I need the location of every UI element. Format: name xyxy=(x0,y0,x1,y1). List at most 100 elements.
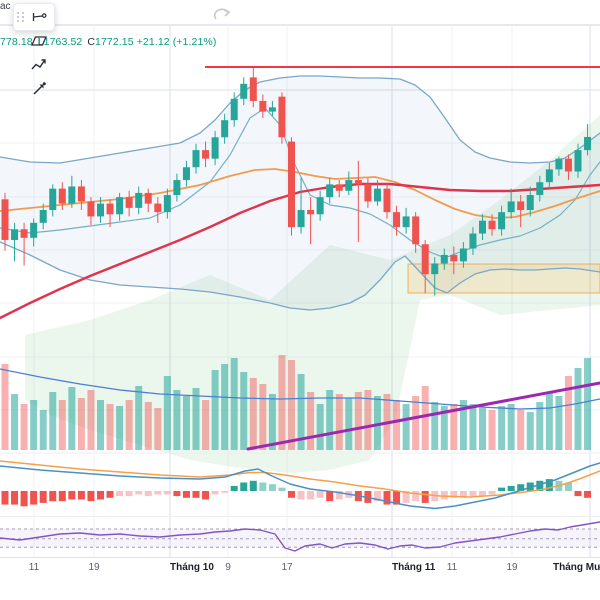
macd-histogram-bar xyxy=(240,482,248,491)
time-axis-label: Tháng 10 xyxy=(170,562,214,573)
candle xyxy=(240,83,248,99)
candle xyxy=(555,158,563,170)
redo-button[interactable] xyxy=(213,6,233,24)
volume-bar xyxy=(116,406,124,450)
time-axis-label: 11 xyxy=(446,562,458,573)
volume-bar xyxy=(431,402,439,450)
horizontal-ray-tool[interactable] xyxy=(26,5,52,29)
polyline-tool[interactable] xyxy=(26,53,52,77)
volume-bar xyxy=(173,390,181,450)
volume-bar xyxy=(30,400,38,450)
ohlc-legend: 778.18 L1763.52 C1772.15 +21.12 (+1.21%) xyxy=(0,36,216,48)
volume-bar xyxy=(307,392,315,450)
time-axis-label: 17 xyxy=(281,562,293,573)
candle xyxy=(163,195,171,213)
macd-histogram-bar xyxy=(574,491,582,497)
candle xyxy=(316,197,324,215)
macd-histogram-bar xyxy=(584,491,592,498)
volume-bar xyxy=(469,404,477,450)
candle xyxy=(440,254,448,264)
macd-histogram-bar xyxy=(421,491,429,503)
time-axis[interactable]: 11 19 Tháng 10 9 17 Tháng 11 11 19 Tháng Mười Ha… xyxy=(0,557,600,600)
macd-histogram-bar xyxy=(479,491,486,497)
time-axis-label: Tháng Mười Hai xyxy=(553,562,600,573)
candle xyxy=(402,216,410,228)
candle xyxy=(1,199,9,240)
macd-histogram-bar xyxy=(211,491,219,495)
volume-bar xyxy=(498,406,506,450)
volume-bar xyxy=(202,400,210,450)
volume-bar xyxy=(479,408,486,450)
volume-bar xyxy=(20,404,28,450)
candle xyxy=(144,192,152,204)
macd-histogram-bar xyxy=(30,491,38,505)
candle xyxy=(498,212,506,230)
legend-value: +21.12 (+1.21%) xyxy=(133,36,217,48)
macd-histogram-bar xyxy=(154,491,162,495)
toolbar-drag-handle[interactable] xyxy=(16,9,26,25)
volume-bar xyxy=(526,412,534,450)
candle xyxy=(87,201,95,217)
candle xyxy=(574,150,582,172)
volume-bar xyxy=(297,374,305,450)
candle xyxy=(383,188,391,213)
volume-bar xyxy=(68,387,76,450)
candle xyxy=(249,77,257,101)
candlesticks xyxy=(1,66,592,296)
macd-histogram-bar xyxy=(221,491,229,493)
time-axis-label: 19 xyxy=(506,562,518,573)
macd-histogram-bar xyxy=(87,491,95,502)
candle xyxy=(58,188,66,204)
volume-bar xyxy=(364,390,372,450)
macd-histogram-bar xyxy=(450,491,458,498)
candle xyxy=(211,137,219,159)
macd-histogram-bar xyxy=(278,487,286,491)
macd-histogram-bar xyxy=(249,480,257,491)
volume-bar xyxy=(87,390,95,450)
macd-histogram-bar xyxy=(230,485,238,491)
legend-value: 1763.52 xyxy=(43,36,83,48)
volume-bar xyxy=(135,386,143,450)
macd-histogram-bar xyxy=(564,482,572,491)
candle xyxy=(459,248,467,262)
volume-bar xyxy=(288,360,295,450)
macd-histogram-bar xyxy=(393,491,401,505)
macd-histogram-bar xyxy=(307,491,315,500)
volume-bar xyxy=(450,404,458,450)
macd-histogram-bar xyxy=(182,491,190,498)
time-axis-label: 11 xyxy=(28,562,40,573)
candle xyxy=(421,244,429,275)
volume-bar xyxy=(412,396,420,450)
macd-histogram-bar xyxy=(125,491,133,497)
red-ma-line xyxy=(0,182,600,320)
macd-histogram-bar xyxy=(469,491,477,497)
candle xyxy=(584,136,592,151)
macd-histogram-bar xyxy=(488,491,496,495)
purple-trendline[interactable] xyxy=(246,381,600,451)
volume-bar xyxy=(106,404,114,450)
grid-lines xyxy=(0,24,600,557)
macd-histogram-bar xyxy=(58,491,66,502)
volume-bar xyxy=(240,372,248,450)
volume-bar xyxy=(335,394,343,450)
horizontal-ray-icon xyxy=(32,13,47,21)
volume-bar xyxy=(249,378,257,450)
candle xyxy=(307,210,315,215)
drawing-toolbar xyxy=(13,3,55,95)
macd-histogram-bar xyxy=(144,491,152,497)
volume-bar xyxy=(125,400,133,450)
candle xyxy=(221,120,229,138)
legend-value: 778.18 xyxy=(0,36,33,48)
redo-icon xyxy=(213,8,231,20)
candle xyxy=(335,184,343,191)
macd-histogram-bar xyxy=(402,491,410,503)
arrow-marker-tool[interactable] xyxy=(26,77,52,101)
macd-histogram-bar xyxy=(459,491,467,498)
macd-histogram-bar xyxy=(498,487,506,491)
candle xyxy=(412,216,420,245)
candle xyxy=(77,186,85,202)
parallelogram-tool[interactable] xyxy=(26,29,52,53)
macd-histogram-bar xyxy=(11,491,19,505)
candle xyxy=(288,141,295,228)
